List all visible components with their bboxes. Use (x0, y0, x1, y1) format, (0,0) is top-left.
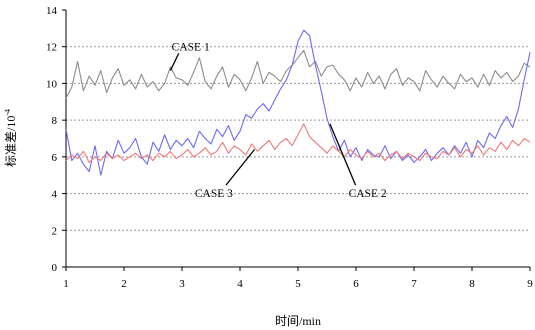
annotation-label-case-1: CASE 1 (172, 41, 210, 53)
x-tick-label: 1 (63, 278, 69, 290)
annotation-case-1: CASE 1 (169, 41, 210, 71)
x-axis-label: 时间/min (275, 314, 321, 328)
y-tick-label: 4 (52, 189, 58, 201)
y-tick-label: 2 (52, 225, 58, 237)
x-tick-labels: 1 2 3 4 5 6 7 8 9 (63, 278, 533, 290)
series-line-case-3 (65, 123, 531, 163)
series-line-case-2 (65, 29, 531, 176)
x-tick-label: 2 (121, 278, 127, 290)
axes (62, 9, 531, 271)
y-axis-label: 标准差/10-4 (3, 109, 18, 167)
annotation-case-2: CASE 2 (329, 123, 387, 200)
series-lines (65, 29, 531, 176)
x-tick-label: 6 (353, 278, 359, 290)
x-tick-label: 9 (527, 278, 533, 290)
x-tick-label: 3 (179, 278, 185, 290)
y-axis-label-base: 标准差/10 (4, 116, 18, 167)
y-tick-label: 12 (46, 42, 57, 54)
y-axis-label-exponent: -4 (3, 109, 12, 116)
y-tick-labels: 0 2 4 6 8 10 12 14 (46, 5, 58, 274)
series-line-case-1 (65, 49, 531, 99)
x-tick-label: 7 (411, 278, 417, 290)
x-tick-label: 5 (295, 278, 301, 290)
annotation-leader-case-3 (225, 149, 256, 186)
y-gridlines (66, 46, 530, 231)
x-tick-label: 4 (237, 278, 243, 290)
y-tick-label: 0 (52, 262, 58, 274)
y-tick-label: 8 (52, 115, 58, 127)
annotation-leader-case-2 (329, 123, 357, 186)
annotation-label-case-2: CASE 2 (349, 188, 387, 200)
y-tick-label: 6 (52, 152, 58, 164)
series-annotations: CASE 1 CASE 2 CASE 3 (169, 41, 387, 200)
y-tick-label: 14 (46, 5, 58, 17)
annotation-label-case-3: CASE 3 (195, 188, 233, 200)
annotation-leader-case-1 (169, 53, 180, 71)
y-tick-label: 10 (46, 78, 58, 90)
annotation-case-3: CASE 3 (195, 149, 256, 200)
x-tick-label: 8 (469, 278, 475, 290)
